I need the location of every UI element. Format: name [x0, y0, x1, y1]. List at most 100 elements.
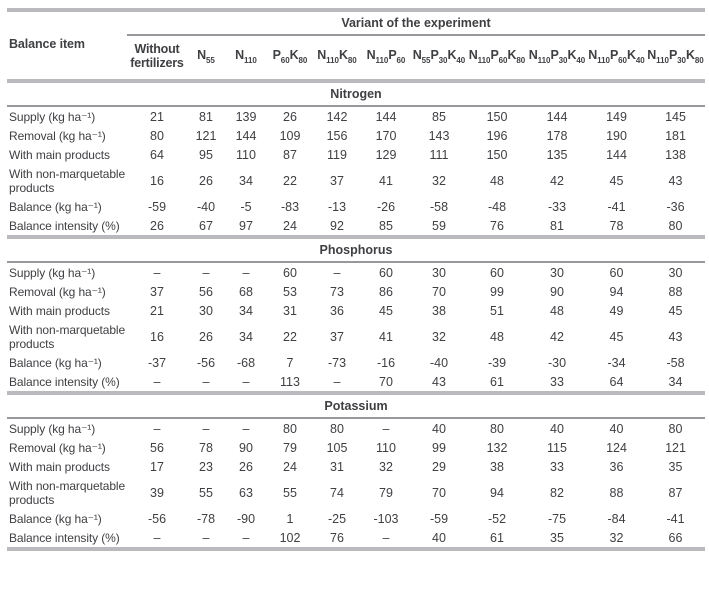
variant-column-header-7: N110P60K80	[467, 35, 527, 83]
data-cell: 55	[199, 486, 213, 500]
table-row: Balance (kg ha⁻¹) -56 -78 -90 1 -25 -103 -59 -52…	[7, 509, 705, 528]
data-cell: 144	[546, 110, 568, 124]
data-cell: 41	[379, 330, 393, 344]
data-cell: 32	[432, 330, 446, 344]
data-cell: -56	[147, 512, 167, 526]
data-cell: -13	[327, 200, 347, 214]
data-cell: 61	[490, 375, 504, 389]
data-cell: 34	[668, 375, 683, 389]
data-cell: -59	[147, 200, 167, 214]
subscript: 110	[243, 55, 257, 65]
data-cell: 40	[432, 422, 446, 436]
data-cell: -83	[280, 200, 300, 214]
data-cell: 34	[239, 174, 253, 188]
subscript: 110	[326, 55, 339, 65]
data-cell: 38	[432, 304, 446, 318]
data-cell: –	[202, 531, 210, 545]
data-cell: 48	[490, 174, 504, 188]
data-cell: 45	[609, 330, 624, 344]
data-cell: –	[202, 422, 210, 436]
data-cell: 124	[606, 441, 627, 455]
data-cell: 23	[199, 460, 213, 474]
row-label: Removal (kg ha⁻¹)	[9, 285, 106, 299]
data-cell: –	[242, 266, 250, 280]
data-cell: 30	[432, 266, 446, 280]
data-cell: -56	[196, 356, 216, 370]
subscript: 40	[456, 55, 466, 65]
data-cell: –	[242, 375, 250, 389]
variant-title-row: Balance item Variant of the experiment	[7, 10, 705, 83]
data-cell: 79	[283, 441, 297, 455]
row-label: Balance intensity (%)	[9, 375, 120, 389]
data-cell: 60	[283, 266, 297, 280]
subscript: 30	[677, 55, 687, 65]
table-row: Balance (kg ha⁻¹) -37 -56 -68 7 -73 -16 -40 -39 -…	[7, 353, 705, 372]
data-cell: –	[153, 266, 161, 280]
subscript: 55	[205, 55, 215, 65]
data-cell: 56	[199, 285, 213, 299]
data-cell: 22	[283, 174, 297, 188]
data-cell: 40	[609, 422, 624, 436]
data-cell: -33	[547, 200, 567, 214]
subscript: 40	[576, 55, 586, 65]
data-cell: 78	[199, 441, 213, 455]
data-cell: 43	[432, 375, 446, 389]
row-label: Balance (kg ha⁻¹)	[9, 200, 102, 214]
data-cell: -41	[666, 512, 685, 526]
data-cell: 150	[486, 148, 508, 162]
data-cell: 156	[326, 129, 348, 143]
data-cell: 49	[609, 304, 624, 318]
data-cell: 78	[609, 219, 624, 233]
data-cell: 22	[283, 330, 297, 344]
data-cell: –	[202, 266, 210, 280]
table-row: With non-marquetable products 39 55 63 55 74 7…	[7, 476, 705, 509]
data-cell: 16	[150, 330, 164, 344]
data-cell: 81	[550, 219, 564, 233]
data-cell: 113	[280, 375, 300, 389]
data-cell: 7	[286, 356, 294, 370]
subscript: 55	[421, 55, 431, 65]
data-cell: –	[333, 266, 341, 280]
section-row-nitrogen: Nitrogen	[7, 79, 705, 107]
table-header: Balance item Variant of the experiment W…	[7, 10, 705, 83]
row-label: Removal (kg ha⁻¹)	[9, 441, 106, 455]
data-cell: 24	[283, 219, 297, 233]
data-cell: -68	[236, 356, 256, 370]
data-cell: 30	[199, 304, 213, 318]
data-cell: 115	[547, 441, 567, 455]
data-cell: 26	[150, 219, 164, 233]
data-cell: 73	[330, 285, 344, 299]
data-cell: 86	[379, 285, 393, 299]
table-row: Balance intensity (%) 26 67 97 24 92 85 59 76 81 7…	[7, 216, 705, 237]
balance-table: Balance item Variant of the experiment W…	[7, 8, 705, 551]
data-cell: 45	[609, 174, 624, 188]
data-cell: 64	[609, 375, 624, 389]
subscript: 110	[477, 55, 491, 65]
data-cell: 88	[668, 285, 683, 299]
variant-column-header-8: N110P30K40	[527, 35, 587, 83]
data-cell: -58	[429, 200, 449, 214]
data-cell: 82	[550, 486, 564, 500]
data-cell: 68	[239, 285, 253, 299]
data-cell: 24	[283, 460, 297, 474]
row-label: Supply (kg ha⁻¹)	[9, 422, 96, 436]
data-cell: 31	[330, 460, 344, 474]
data-cell: 70	[432, 285, 446, 299]
data-cell: 45	[379, 304, 393, 318]
data-cell: 43	[668, 330, 683, 344]
data-cell: 76	[330, 531, 344, 545]
row-label: With non-marquetable products	[9, 167, 126, 195]
table-row: Balance (kg ha⁻¹) -59 -40 -5 -83 -13 -26 -58 -48…	[7, 197, 705, 216]
data-cell: 56	[150, 441, 164, 455]
data-cell: 67	[199, 219, 213, 233]
data-cell: –	[202, 375, 210, 389]
data-cell: 53	[283, 285, 297, 299]
data-cell: –	[333, 375, 341, 389]
data-cell: 17	[150, 460, 164, 474]
data-cell: -16	[376, 356, 396, 370]
data-cell: 35	[668, 460, 683, 474]
variant-column-header-0: Without fertilizers	[127, 35, 187, 83]
data-cell: 95	[199, 148, 213, 162]
data-cell: 38	[490, 460, 504, 474]
data-cell: 79	[379, 486, 393, 500]
